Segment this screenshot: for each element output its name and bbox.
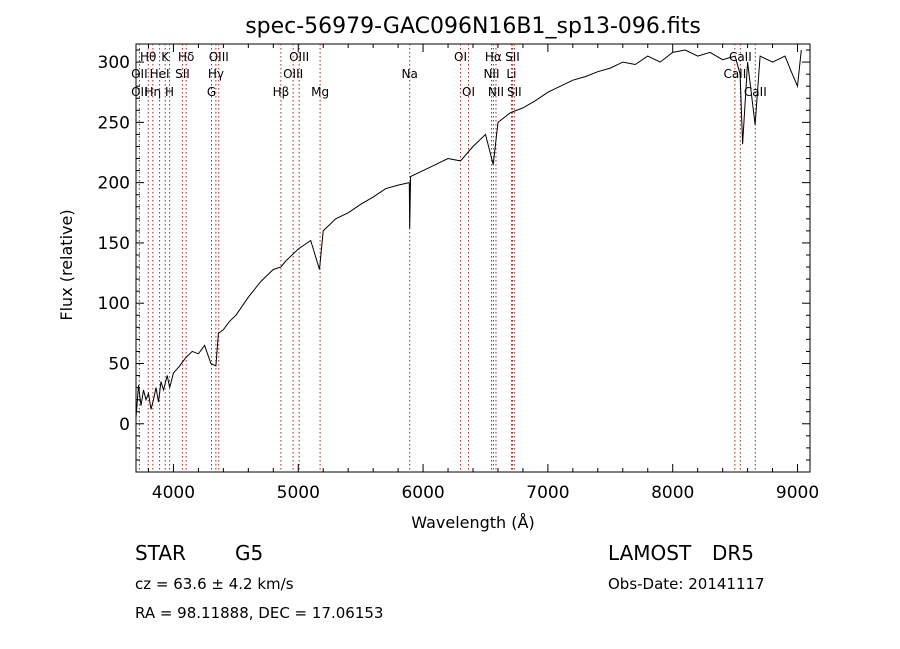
line-label-16: Na bbox=[402, 67, 418, 81]
y-tick-label: 150 bbox=[98, 234, 130, 254]
line-label-24: SII bbox=[507, 85, 522, 99]
line-label-4: HeI bbox=[150, 67, 170, 81]
spectral-line-markers bbox=[138, 44, 756, 472]
line-label-11: G bbox=[207, 85, 216, 99]
redshift-value: cz = 63.6 ± 4.2 km/s bbox=[135, 575, 294, 593]
axis-tick-labels: 4000 5000 6000 7000 8000 9000 0 50 100 150 200 250 3… bbox=[98, 53, 820, 503]
coordinates: RA = 98.11888, DEC = 17.06153 bbox=[135, 604, 383, 622]
axis-ticks bbox=[136, 44, 810, 472]
line-label-6: H bbox=[165, 85, 174, 99]
observation-date: Obs-Date: 20141117 bbox=[608, 575, 765, 593]
x-tick-label: 7000 bbox=[526, 483, 569, 503]
line-label-9: OIII bbox=[209, 50, 229, 64]
chart-title: spec-56979-GAC096N16B1_sp13-096.fits bbox=[245, 14, 701, 39]
line-label-15: Mg bbox=[311, 85, 329, 99]
x-tick-label: 5000 bbox=[277, 483, 320, 503]
line-label-25: CaII bbox=[729, 50, 752, 64]
line-label-13: OIII bbox=[289, 50, 309, 64]
spectrum-line bbox=[135, 49, 802, 418]
line-label-12: Hβ bbox=[273, 85, 290, 99]
y-tick-label: 250 bbox=[98, 113, 130, 133]
y-tick-label: 200 bbox=[98, 174, 130, 194]
x-tick-label: 8000 bbox=[651, 483, 694, 503]
line-label-20: SII bbox=[505, 50, 520, 64]
y-tick-label: 50 bbox=[108, 354, 130, 374]
plot-frame bbox=[135, 43, 811, 473]
data-release: DR5 bbox=[712, 541, 754, 565]
x-tick-label: 6000 bbox=[401, 483, 444, 503]
y-tick-label: 0 bbox=[119, 415, 130, 435]
line-label-21: NII bbox=[483, 67, 499, 81]
line-label-18: OI bbox=[462, 85, 475, 99]
line-label-14: OIII bbox=[283, 67, 303, 81]
line-label-0: Hθ bbox=[140, 50, 156, 64]
survey-name: LAMOST bbox=[608, 541, 692, 565]
line-label-26: CaII bbox=[723, 67, 746, 81]
line-label-17: OI bbox=[454, 50, 467, 64]
y-axis-label: Flux (relative) bbox=[57, 209, 76, 320]
line-label-8: SII bbox=[175, 67, 190, 81]
line-label-7: Hδ bbox=[178, 50, 194, 64]
line-label-22: Li bbox=[506, 67, 516, 81]
line-label-5: Hη bbox=[145, 85, 162, 99]
line-label-27: CaII bbox=[744, 85, 767, 99]
line-label-2: OII bbox=[131, 85, 148, 99]
line-label-19: Hα bbox=[485, 50, 502, 64]
line-label-23: NII bbox=[488, 85, 504, 99]
line-label-3: K bbox=[161, 50, 170, 64]
object-class: STAR bbox=[135, 541, 186, 565]
x-axis-label: Wavelength (Å) bbox=[411, 513, 534, 532]
y-tick-label: 300 bbox=[98, 53, 130, 73]
y-tick-label: 100 bbox=[98, 294, 130, 314]
line-label-10: Hγ bbox=[208, 67, 224, 81]
object-subclass: G5 bbox=[235, 541, 263, 565]
x-tick-label: 9000 bbox=[776, 483, 819, 503]
x-tick-label: 4000 bbox=[152, 483, 195, 503]
